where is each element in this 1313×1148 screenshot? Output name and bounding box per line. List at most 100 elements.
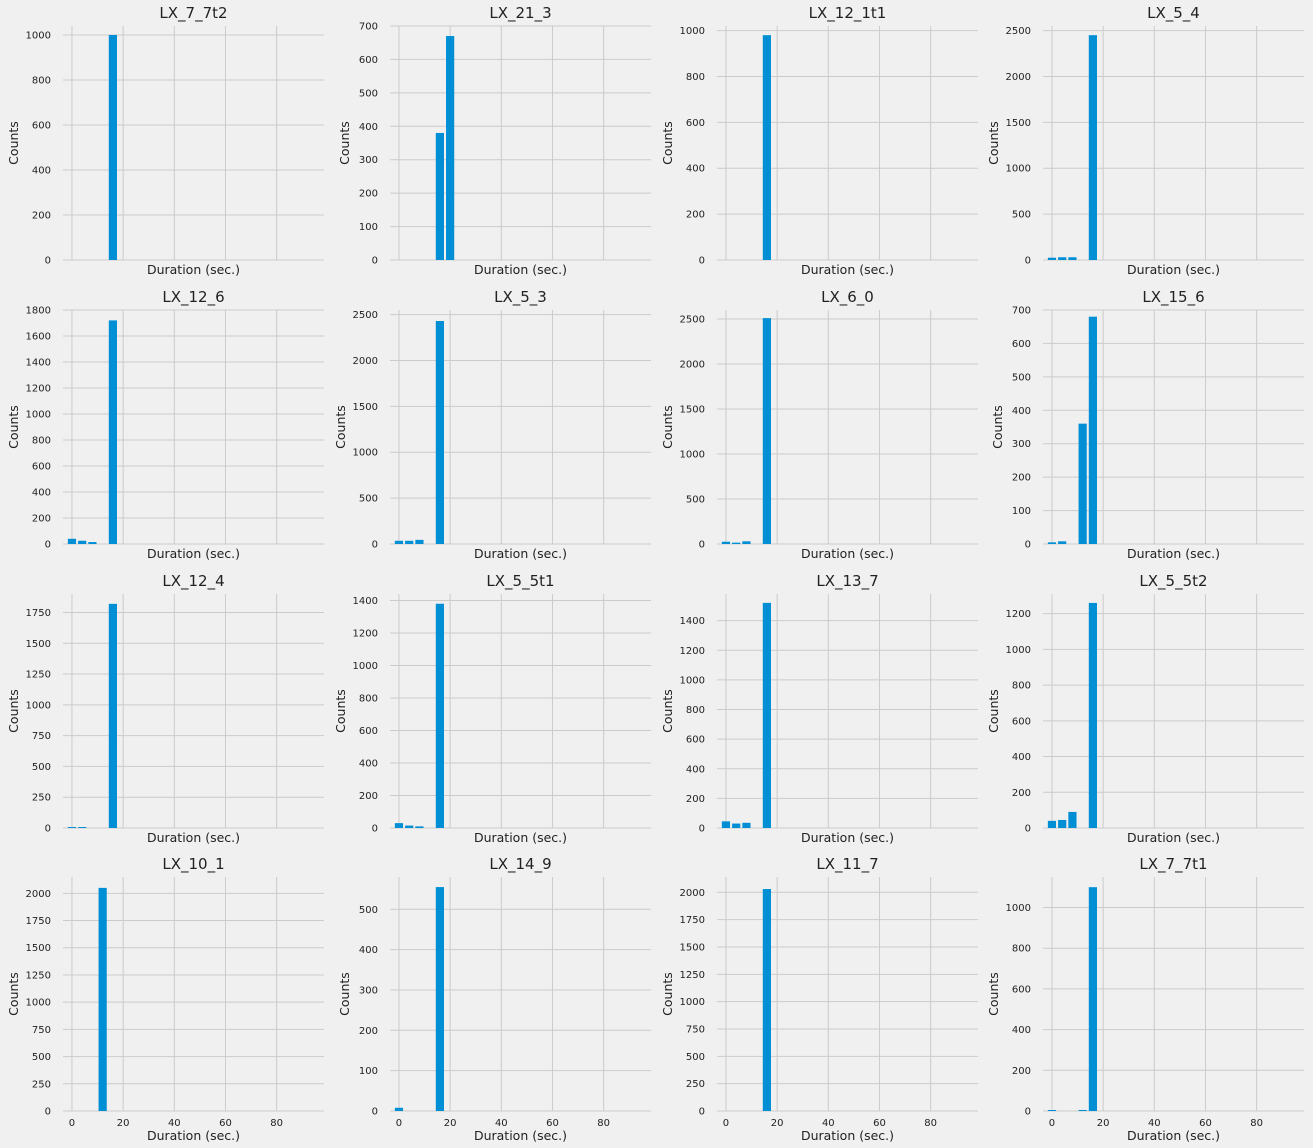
y-tick-label: 2000 — [680, 360, 705, 371]
y-tick-label: 400 — [359, 759, 378, 770]
x-axis-label: Duration (sec.) — [1127, 1128, 1220, 1143]
histogram-bar — [78, 827, 87, 828]
y-tick-label: 0 — [699, 540, 705, 551]
y-axis-label: Counts — [6, 972, 21, 1016]
y-tick-label: 0 — [45, 540, 51, 551]
x-tick-label: 0 — [69, 1118, 75, 1129]
x-axis-label: Duration (sec.) — [147, 262, 240, 277]
subplot-lx-12-1t1: 0 200 400 600 800 1000 LX_12_1t1 Duration (sec.… — [660, 4, 978, 277]
x-tick-label: 20 — [117, 1118, 130, 1129]
histogram-bar — [394, 1107, 404, 1111]
y-tick-label: 200 — [359, 189, 378, 200]
histogram-bar — [1068, 257, 1077, 260]
y-tick-label: 1500 — [26, 943, 51, 954]
histogram-bar — [67, 538, 77, 544]
histogram-bar — [742, 541, 751, 544]
subplot-lx-10-1: 0 250 500 750 1000 1250 1500 1750 2000 0 20 40 60 80 L… — [6, 855, 324, 1143]
y-tick-label: 600 — [686, 118, 705, 129]
histogram-bar — [1047, 257, 1057, 260]
y-tick-label: 400 — [32, 488, 51, 499]
y-tick-label: 0 — [45, 824, 51, 835]
y-tick-label: 250 — [32, 1079, 51, 1090]
y-tick-label: 250 — [686, 1079, 705, 1090]
x-axis-label: Duration (sec.) — [147, 830, 240, 845]
y-axis-label: Counts — [990, 405, 1005, 449]
x-tick-label: 0 — [1049, 1118, 1055, 1129]
subplot-title: LX_5_3 — [494, 288, 547, 307]
y-tick-label: 1500 — [26, 639, 51, 650]
y-tick-label: 400 — [1012, 406, 1031, 417]
y-tick-label: 1200 — [680, 646, 705, 657]
y-tick-label: 250 — [32, 793, 51, 804]
y-tick-label: 100 — [1012, 506, 1031, 517]
y-tick-label: 2000 — [353, 356, 378, 367]
y-tick-label: 2000 — [26, 889, 51, 900]
y-axis-label: Counts — [660, 121, 675, 165]
y-tick-label: 300 — [359, 985, 378, 996]
subplot-title: LX_13_7 — [816, 572, 878, 591]
subplot-title: LX_5_5t1 — [486, 572, 554, 591]
x-tick-label: 60 — [873, 1118, 886, 1129]
histogram-bar — [1078, 1109, 1087, 1111]
y-tick-label: 1750 — [26, 608, 51, 619]
y-tick-label: 800 — [32, 436, 51, 447]
subplot-lx-5-4: 0 500 1000 1500 2000 2500 LX_5_4 Duration (sec.… — [986, 4, 1304, 277]
y-tick-label: 0 — [1025, 824, 1031, 835]
histogram-bar — [1058, 257, 1067, 260]
x-axis-label: Duration (sec.) — [147, 546, 240, 561]
y-tick-label: 2000 — [680, 888, 705, 899]
x-axis-label: Duration (sec.) — [801, 1128, 894, 1143]
histogram-bar — [98, 887, 107, 1111]
y-tick-label: 1600 — [26, 332, 51, 343]
y-tick-label: 600 — [359, 55, 378, 66]
subplot-lx-5-5t1: 0 200 400 600 800 1000 1200 1400 LX_5_5t1 Duratio… — [333, 572, 651, 845]
y-tick-label: 1750 — [680, 915, 705, 926]
subplot-lx-6-0: 0 500 1000 1500 2000 2500 LX_6_0 Duration (sec.… — [660, 288, 978, 561]
y-tick-label: 600 — [1012, 984, 1031, 995]
histogram-bar — [394, 823, 404, 828]
y-tick-label: 0 — [372, 824, 378, 835]
subplot-title: LX_5_4 — [1147, 4, 1200, 23]
subplot-title: LX_21_3 — [489, 4, 551, 23]
y-tick-label: 0 — [699, 256, 705, 267]
x-tick-label: 20 — [444, 1118, 457, 1129]
subplot-title: LX_7_7t2 — [159, 4, 227, 23]
y-tick-label: 500 — [359, 494, 378, 505]
y-tick-label: 1000 — [26, 31, 51, 42]
y-tick-label: 1500 — [1006, 118, 1031, 129]
x-axis-label: Duration (sec.) — [1127, 262, 1220, 277]
subplot-lx-7-7t2: 0 200 400 600 800 1000 LX_7_7t2 Duration (sec.)… — [6, 4, 324, 277]
y-tick-label: 2500 — [680, 315, 705, 326]
y-tick-label: 700 — [359, 22, 378, 33]
y-tick-label: 400 — [359, 945, 378, 956]
histogram-bar — [405, 825, 414, 828]
y-axis-label: Counts — [6, 689, 21, 733]
y-axis-label: Counts — [986, 689, 1001, 733]
subplot-lx-5-5t2: 0 200 400 600 800 1000 1200 LX_5_5t2 Duration (s… — [986, 572, 1304, 845]
subplot-lx-5-3: 0 500 1000 1500 2000 2500 LX_5_3 Duration (sec.… — [333, 288, 651, 561]
x-axis-label: Duration (sec.) — [1127, 830, 1220, 845]
y-tick-label: 100 — [359, 1066, 378, 1077]
y-tick-label: 1000 — [680, 997, 705, 1008]
histogram-bar — [108, 320, 117, 544]
y-tick-label: 1500 — [353, 402, 378, 413]
y-tick-label: 500 — [686, 1052, 705, 1063]
subplot-title: LX_10_1 — [162, 855, 224, 874]
y-tick-label: 500 — [359, 905, 378, 916]
histogram-bar — [1047, 542, 1057, 544]
y-tick-label: 1250 — [26, 970, 51, 981]
y-tick-label: 0 — [372, 256, 378, 267]
y-tick-label: 1400 — [353, 596, 378, 607]
histogram-bar — [78, 540, 87, 544]
y-axis-label: Counts — [333, 689, 348, 733]
y-tick-label: 1000 — [26, 998, 51, 1009]
x-tick-label: 20 — [1097, 1118, 1110, 1129]
histogram-bar — [1058, 541, 1067, 544]
y-tick-label: 800 — [1012, 681, 1031, 692]
y-tick-label: 800 — [686, 705, 705, 716]
y-tick-label: 400 — [359, 122, 378, 133]
histogram-bar — [1047, 820, 1057, 828]
subplot-title: LX_12_1t1 — [809, 4, 887, 23]
x-tick-label: 0 — [396, 1118, 402, 1129]
histogram-bar — [1047, 1109, 1057, 1111]
